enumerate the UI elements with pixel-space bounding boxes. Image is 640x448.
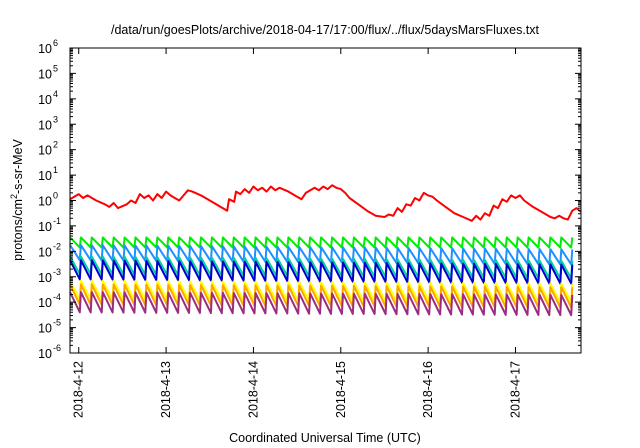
y-tick-exponent: -4 — [53, 292, 61, 302]
x-tick-label: 2018-4-16 — [421, 361, 435, 418]
y-tick-base: 10 — [38, 144, 52, 158]
data-series — [69, 184, 582, 317]
y-tick-exponent: -2 — [53, 241, 61, 251]
y-tick-exponent: 4 — [53, 89, 58, 99]
x-axis-label: Coordinated Universal Time (UTC) — [229, 431, 421, 445]
y-tick-base: 10 — [38, 42, 52, 56]
y-tick-label: 10 — [38, 271, 52, 285]
y-axis-label-base: protons/cm — [11, 199, 25, 261]
y-tick-label: 10 — [38, 169, 52, 183]
x-tick-label: 2018-4-13 — [159, 361, 173, 418]
y-tick-base: 10 — [38, 220, 52, 234]
chart-title: /data/run/goesPlots/archive/2018-04-17/1… — [111, 23, 540, 37]
tick-mark-path — [70, 47, 581, 354]
y-tick-base: 10 — [38, 67, 52, 81]
x-tick-label: 2018-4-17 — [508, 361, 522, 418]
y-tick-base: 10 — [38, 271, 52, 285]
y-tick-exponent: -5 — [53, 318, 61, 328]
y-tick-exponent: 2 — [53, 140, 58, 150]
x-tick-label: 2018-4-15 — [334, 361, 348, 418]
y-tick-label: 10 — [38, 347, 52, 361]
y-tick-label: 10 — [38, 93, 52, 107]
series-line — [69, 244, 574, 266]
y-tick-exponent: 1 — [53, 165, 58, 175]
y-tick-exponent: 5 — [53, 63, 58, 73]
y-tick-base: 10 — [38, 322, 52, 336]
y-tick-label: 10 — [38, 118, 52, 132]
x-tick-labels: 2018-4-12 2018-4-13 2018-4-14 2018-4-15 2018… — [72, 361, 523, 418]
y-axis-label-sup: 2 — [9, 194, 19, 199]
y-tick-label: 10 — [38, 245, 52, 259]
y-tick-label: 10 — [38, 322, 52, 336]
y-tick-label: 10 — [38, 195, 52, 209]
tick-marks — [70, 47, 581, 354]
y-tick-labels: 10 -610 -510 -410 -310 -210 -110 010 110 210 310 41… — [38, 38, 61, 361]
series-line — [69, 184, 582, 222]
y-axis-label-rest: -s-sr-MeV — [11, 138, 25, 194]
series-line — [69, 259, 574, 285]
y-tick-label: 10 — [38, 42, 52, 56]
y-tick-exponent: 3 — [53, 114, 58, 124]
y-tick-base: 10 — [38, 347, 52, 361]
y-tick-base: 10 — [38, 195, 52, 209]
y-axis-label: protons/cm2-s-sr-MeV — [9, 138, 25, 260]
y-tick-base: 10 — [38, 245, 52, 259]
y-tick-label: 10 — [38, 296, 52, 310]
y-tick-base: 10 — [38, 118, 52, 132]
series-line — [69, 291, 574, 317]
y-tick-exponent: 6 — [53, 38, 58, 48]
x-tick-label: 2018-4-12 — [72, 361, 86, 418]
y-tick-exponent: -1 — [53, 216, 61, 226]
y-tick-base: 10 — [38, 93, 52, 107]
series-line — [69, 236, 574, 249]
y-tick-label: 10 — [38, 220, 52, 234]
y-tick-exponent: -3 — [53, 267, 61, 277]
x-tick-label: 2018-4-14 — [246, 361, 260, 418]
y-tick-base: 10 — [38, 296, 52, 310]
y-tick-exponent: 0 — [53, 191, 58, 201]
y-tick-exponent: -6 — [53, 343, 61, 353]
y-tick-label: 10 — [38, 67, 52, 81]
y-tick-base: 10 — [38, 169, 52, 183]
y-tick-label: 10 — [38, 144, 52, 158]
